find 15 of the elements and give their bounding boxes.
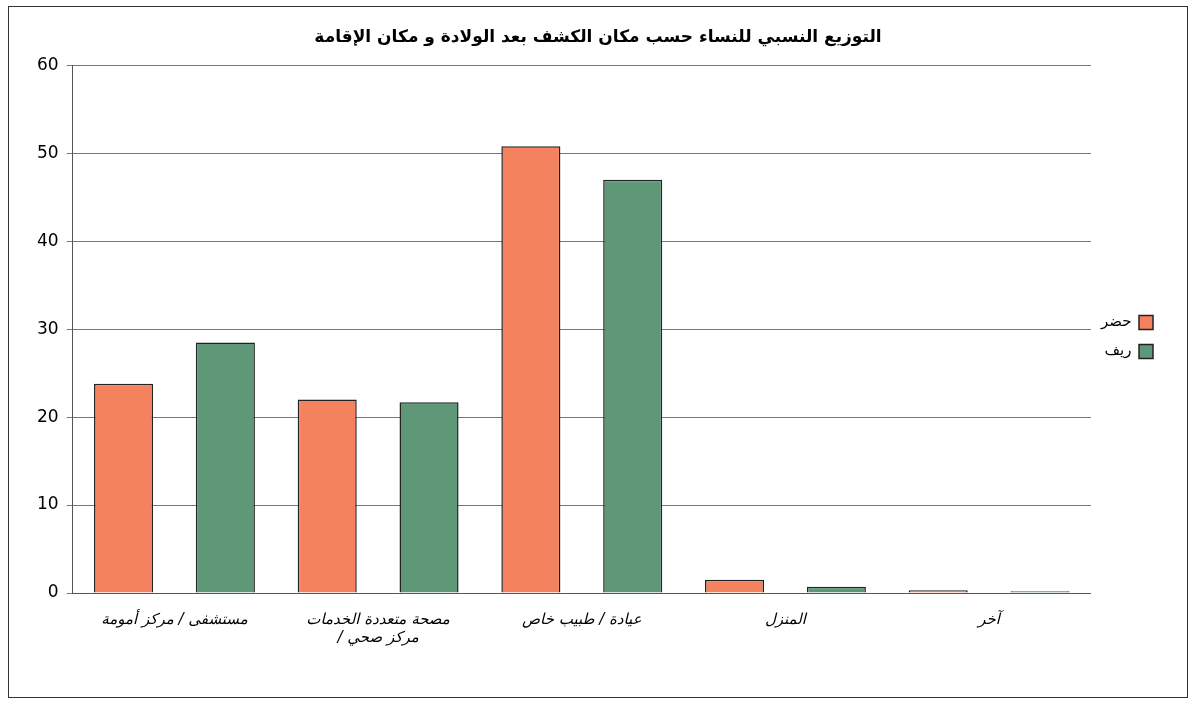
legend-label: حضر	[1099, 312, 1132, 331]
y-tick-label: 20	[36, 405, 59, 426]
y-tick-label: 60	[36, 53, 59, 74]
y-tick-label: 50	[36, 141, 59, 162]
x-tick-label: آخر	[976, 608, 1005, 628]
chart-title: التوزيع النسبي للنساء حسب مكان الكشف بعد الولادة و مكان الإقامة	[314, 25, 882, 47]
y-tick-label: 30	[36, 317, 59, 338]
x-tick-label: مستشفى / مركز أمومة	[101, 608, 248, 628]
x-tick-label: مصحة متعددة الخدمات / مركز صحي	[306, 609, 450, 646]
legend-label: ريف	[1104, 341, 1132, 360]
x-tick-label: عيادة / طبيب خاص	[521, 609, 642, 628]
x-tick-label: المنزل	[764, 609, 808, 628]
y-tick-label: 40	[36, 229, 59, 250]
y-tick-label: 0	[47, 581, 59, 602]
y-tick-label: 10	[36, 493, 59, 514]
